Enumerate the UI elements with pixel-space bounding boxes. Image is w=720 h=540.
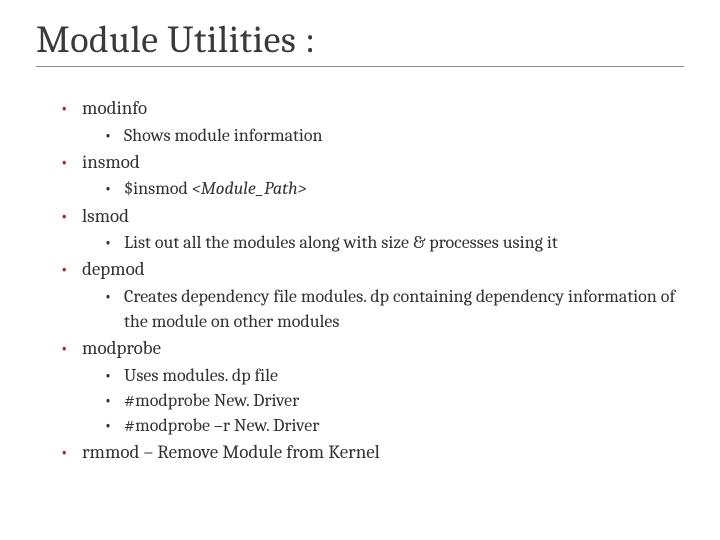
sub-list: Shows module information — [82, 123, 684, 148]
sub-list: $insmod <Module_Path> — [82, 176, 684, 201]
sub-item: Creates dependency file modules. dp cont… — [104, 284, 684, 334]
sub-list: Uses modules. dp file #modprobe New. Dri… — [82, 363, 684, 439]
list-item: rmmod – Remove Module from Kernel — [60, 439, 684, 466]
list-item: lsmod List out all the modules along wit… — [60, 203, 684, 256]
list-item: depmod Creates dependency file modules. … — [60, 256, 684, 334]
sub-item-text: $insmod — [124, 178, 192, 199]
bullet-list: modinfo Shows module information insmod … — [36, 95, 684, 466]
item-label: insmod — [82, 151, 140, 173]
item-label: lsmod — [82, 205, 129, 227]
sub-item-italic: <Module_Path> — [192, 178, 307, 199]
sub-item: $insmod <Module_Path> — [104, 176, 684, 201]
list-item: modinfo Shows module information — [60, 95, 684, 148]
slide: Module Utilities : modinfo Shows module … — [0, 0, 720, 540]
sub-item: #modprobe –r New. Driver — [104, 413, 684, 438]
list-item: modprobe Uses modules. dp file #modprobe… — [60, 335, 684, 438]
item-label: rmmod – Remove Module from Kernel — [82, 441, 380, 463]
title-underline — [36, 66, 684, 67]
sub-item: #modprobe New. Driver — [104, 388, 684, 413]
sub-list: Creates dependency file modules. dp cont… — [82, 284, 684, 334]
sub-item: Shows module information — [104, 123, 684, 148]
sub-list: List out all the modules along with size… — [82, 230, 684, 255]
sub-item: List out all the modules along with size… — [104, 230, 684, 255]
item-label: depmod — [82, 258, 145, 280]
list-item: insmod $insmod <Module_Path> — [60, 149, 684, 202]
sub-item: Uses modules. dp file — [104, 363, 684, 388]
item-label: modinfo — [82, 97, 147, 119]
item-label: modprobe — [82, 337, 161, 359]
slide-title: Module Utilities : — [36, 18, 684, 62]
